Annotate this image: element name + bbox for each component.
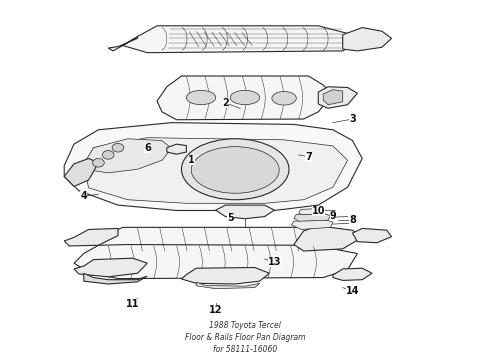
Text: 8: 8 xyxy=(349,215,356,225)
Polygon shape xyxy=(352,228,392,243)
Circle shape xyxy=(102,150,114,159)
Polygon shape xyxy=(343,28,392,51)
Text: 1: 1 xyxy=(188,155,195,165)
Polygon shape xyxy=(181,267,270,284)
Polygon shape xyxy=(84,138,347,203)
Ellipse shape xyxy=(272,91,296,105)
Ellipse shape xyxy=(181,139,289,200)
Polygon shape xyxy=(299,209,318,215)
Polygon shape xyxy=(64,158,98,186)
Polygon shape xyxy=(323,90,343,105)
Ellipse shape xyxy=(230,90,260,105)
Text: 2: 2 xyxy=(222,98,229,108)
Polygon shape xyxy=(294,226,362,251)
Polygon shape xyxy=(123,26,362,53)
Ellipse shape xyxy=(186,90,216,105)
Text: 1988 Toyota Tercel
Floor & Rails Floor Pan Diagram
for 58111-16060: 1988 Toyota Tercel Floor & Rails Floor P… xyxy=(185,321,305,354)
Polygon shape xyxy=(64,228,118,246)
Text: 12: 12 xyxy=(209,305,222,315)
Polygon shape xyxy=(216,205,274,219)
Text: 14: 14 xyxy=(346,286,359,296)
Polygon shape xyxy=(318,87,357,108)
Polygon shape xyxy=(294,213,331,221)
Polygon shape xyxy=(74,244,357,279)
Polygon shape xyxy=(84,139,172,173)
Text: 3: 3 xyxy=(349,114,356,124)
Ellipse shape xyxy=(191,147,279,193)
Text: 10: 10 xyxy=(312,206,325,216)
Polygon shape xyxy=(196,282,260,289)
Text: 9: 9 xyxy=(330,211,336,221)
Text: 11: 11 xyxy=(126,299,139,309)
Circle shape xyxy=(93,158,104,167)
Polygon shape xyxy=(157,76,333,120)
Text: 4: 4 xyxy=(80,191,87,201)
Text: 7: 7 xyxy=(305,152,312,162)
Polygon shape xyxy=(167,144,186,154)
Text: 6: 6 xyxy=(144,143,150,153)
Text: 5: 5 xyxy=(227,213,234,222)
Polygon shape xyxy=(333,268,372,280)
Polygon shape xyxy=(84,273,147,284)
Text: 13: 13 xyxy=(268,257,281,267)
Circle shape xyxy=(112,143,124,152)
Polygon shape xyxy=(108,37,138,51)
Polygon shape xyxy=(74,258,147,277)
Polygon shape xyxy=(292,220,333,229)
Polygon shape xyxy=(64,123,362,211)
Polygon shape xyxy=(94,227,352,252)
